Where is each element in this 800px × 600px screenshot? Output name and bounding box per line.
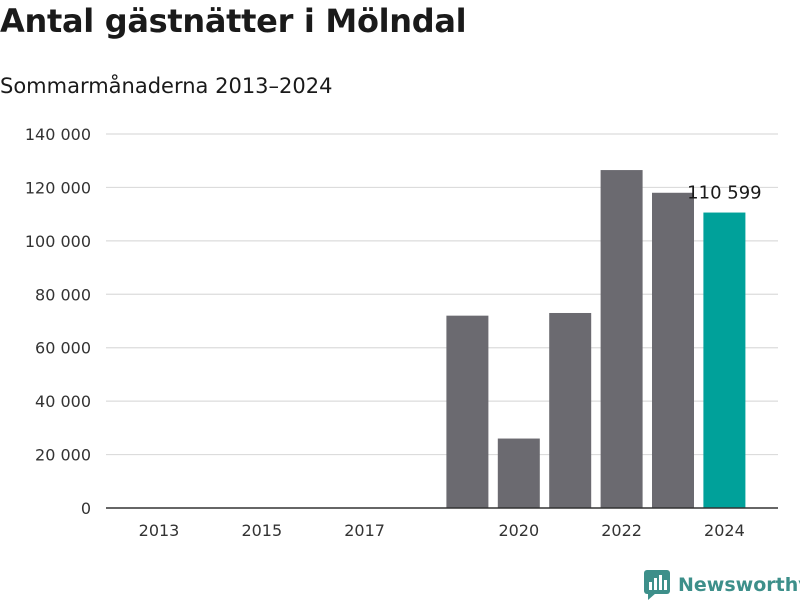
bar-chart: 0 20 000 40 000 60 000 80 000 100 000 120 000 1… [25, 125, 778, 540]
x-tick-label: 2024 [704, 521, 745, 540]
y-tick-label: 0 [81, 499, 91, 518]
x-tick-label: 2017 [344, 521, 385, 540]
x-tick-label: 2013 [139, 521, 180, 540]
y-axis-tick-labels: 0 20 000 40 000 60 000 80 000 100 000 120 000 1… [25, 125, 91, 518]
data-labels: 110 599 [687, 183, 761, 204]
newsworthy-logo-icon [644, 570, 670, 600]
newsworthy-brand: Newsworthy [644, 570, 800, 600]
x-axis-tick-labels: 2013 2015 2017 2020 2022 2024 [139, 521, 745, 540]
chart-subtitle: Sommarmånaderna 2013–2024 [0, 74, 333, 98]
bar-2021 [549, 312, 592, 508]
brand-name: Newsworthy [678, 574, 800, 596]
y-tick-label: 40 000 [35, 392, 91, 411]
chart-title: Antal gästnätter i Mölndal [0, 2, 467, 40]
y-tick-label: 100 000 [25, 232, 91, 251]
y-tick-label: 60 000 [35, 339, 91, 358]
y-tick-label: 20 000 [35, 446, 91, 465]
bar-2024 [703, 212, 746, 509]
x-tick-label: 2015 [241, 521, 282, 540]
bar-2020 [497, 438, 540, 508]
x-tick-label: 2020 [498, 521, 539, 540]
bar-2022 [600, 170, 643, 509]
bar-2023 [652, 192, 694, 508]
y-tick-label: 140 000 [25, 125, 91, 144]
x-tick-label: 2022 [601, 521, 642, 540]
data-label: 110 599 [687, 183, 761, 204]
y-tick-label: 80 000 [35, 285, 91, 304]
y-tick-label: 120 000 [25, 178, 91, 197]
bar-2019 [446, 315, 489, 508]
bars [446, 170, 746, 509]
